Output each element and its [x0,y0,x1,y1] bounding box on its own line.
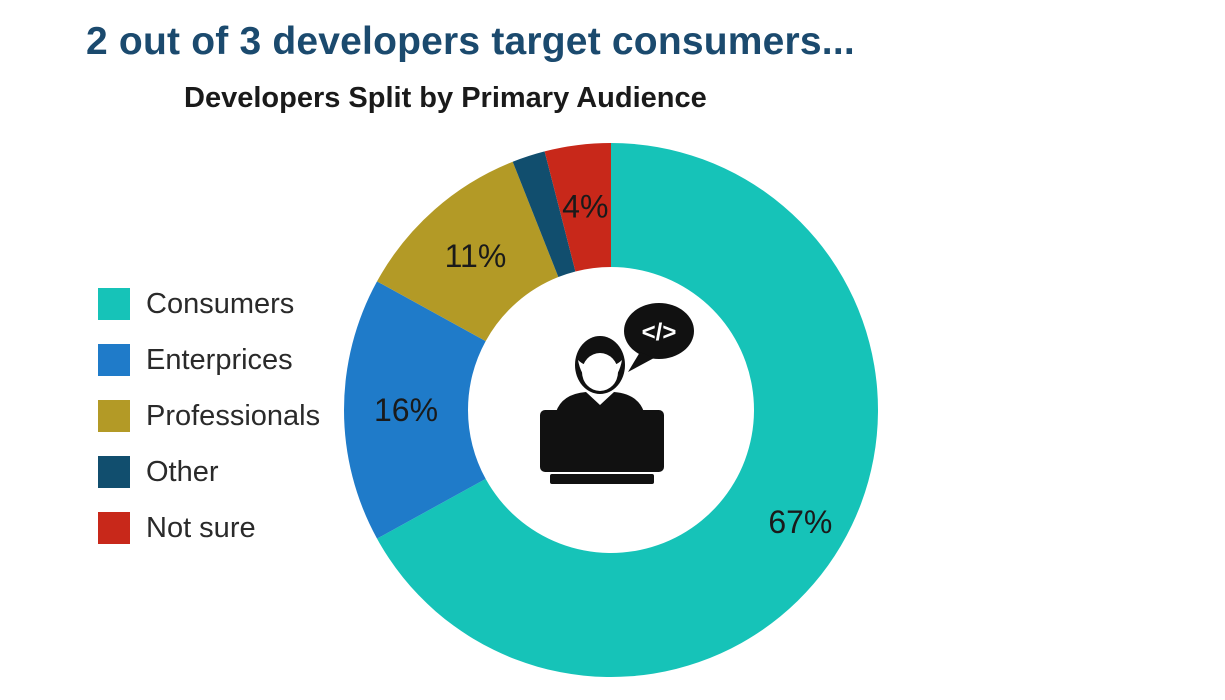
legend-swatch [98,288,130,320]
legend-label: Not sure [146,511,256,544]
legend-item: Professionals [98,388,320,444]
donut-slice-professionals [377,161,559,342]
legend-item: Not sure [98,500,320,556]
legend-item: Other [98,444,320,500]
donut-slice-consumers [377,143,879,677]
legend-swatch [98,400,130,432]
legend-item: Enterprices [98,332,320,388]
legend-label: Other [146,455,219,488]
data-label: 16% [374,392,438,428]
person-head-icon [575,336,625,394]
donut-slice-other [512,151,576,278]
legend-label: Consumers [146,287,295,320]
legend: Consumers Enterprices Professionals Other No… [98,276,320,556]
headline: 2 out of 3 developers target consumers..… [86,20,855,63]
data-label: 4% [562,189,608,225]
laptop-icon [540,410,664,484]
legend-swatch [98,344,130,376]
code-bubble-text: </> [642,319,677,346]
legend-swatch [98,456,130,488]
legend-swatch [98,512,130,544]
developer-icon: </> [540,303,694,484]
legend-item: Consumers [98,276,320,332]
person-body-icon [556,392,644,412]
code-bubble-icon: </> [624,303,694,372]
legend-label: Enterprices [146,343,293,376]
donut-slice-enterprices [344,281,486,539]
donut-slice-not-sure [544,143,611,272]
legend-label: Professionals [146,399,321,432]
chart-title: Developers Split by Primary Audience [184,82,707,114]
data-label: 67% [768,504,832,540]
data-label: 11% [445,238,507,274]
